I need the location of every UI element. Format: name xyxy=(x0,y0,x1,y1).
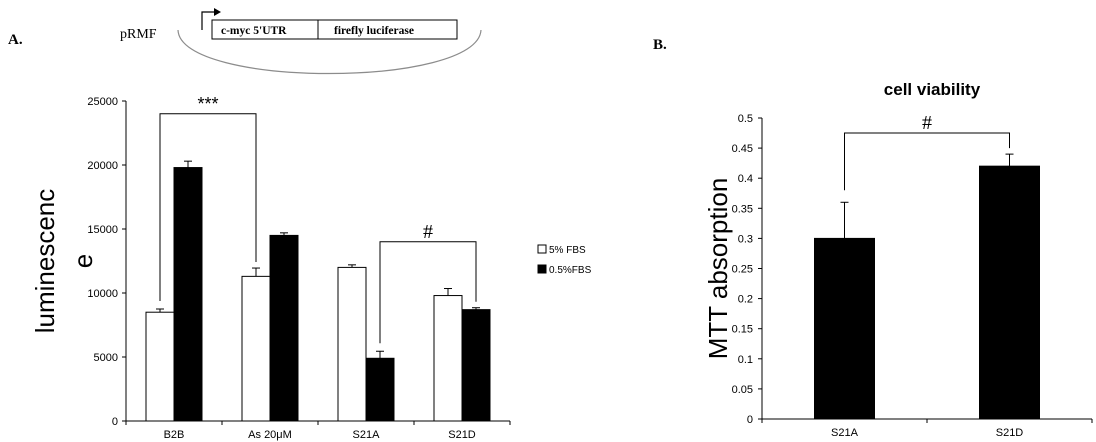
y-tick-label: 0.25 xyxy=(732,264,753,276)
y-tick-label: 0.15 xyxy=(732,324,753,336)
chart-title: cell viability xyxy=(884,80,981,99)
y-tick-label: 0.05 xyxy=(732,384,753,396)
y-tick-label: 0 xyxy=(747,414,753,426)
y-tick-label: 0.2 xyxy=(738,294,753,306)
y-tick-label: 0.5 xyxy=(738,113,753,125)
cell-viability-chart: cell viability 0 0.05 0.1 0.15 0.2 0.25 0.3 0.35… xyxy=(703,80,1093,439)
bar xyxy=(979,165,1040,420)
plasmid-insert-box xyxy=(211,19,458,40)
promoter-arrow xyxy=(201,11,214,30)
y-axis-label: luminescenc e xyxy=(30,189,98,334)
y-tick-label: 25000 xyxy=(87,96,118,108)
bar xyxy=(241,275,271,422)
x-tick-label: S21D xyxy=(448,429,476,441)
x-tick-label: S21D xyxy=(996,427,1024,439)
x-tick-label: S21A xyxy=(353,429,381,441)
legend-swatch xyxy=(537,264,547,274)
x-tick-label: As 20μM xyxy=(248,429,292,441)
legend-label: 5% FBS xyxy=(549,245,586,256)
x-tick-label: B2B xyxy=(164,429,185,441)
y-tick-label: 0.35 xyxy=(732,203,753,215)
y-tick-label: 0.3 xyxy=(738,233,753,245)
legend-label: 0.5%FBS xyxy=(549,265,592,276)
bar xyxy=(173,167,203,422)
y-tick-label: 0.4 xyxy=(738,173,753,185)
bar xyxy=(433,295,463,422)
significance-label: # xyxy=(922,112,932,134)
y-tick-label: 0.1 xyxy=(738,354,753,366)
significance-bracket xyxy=(844,132,1010,191)
plasmid-segment-utr: c-myc 5'UTR xyxy=(221,25,287,37)
bar xyxy=(269,234,299,422)
significance-label: # xyxy=(423,221,433,243)
y-tick-label: 5000 xyxy=(94,352,118,364)
y-tick-label: 0 xyxy=(112,416,118,428)
y-tick-label: 15000 xyxy=(87,224,118,236)
bar xyxy=(145,311,175,422)
panel-b-letter: B. xyxy=(653,37,667,53)
bar xyxy=(814,237,875,420)
plasmid-segment-luciferase: firefly luciferase xyxy=(334,25,414,37)
luminescence-chart: 0 5000 10000 15000 20000 25000 B2B As 20μM S21A S… xyxy=(30,94,592,441)
panel-a-letter: A. xyxy=(8,32,23,48)
significance-bracket xyxy=(379,241,477,344)
bar xyxy=(365,357,395,422)
plasmid-diagram: pRMF c-myc 5'UTR firefly luciferase xyxy=(120,8,482,75)
y-tick-label: 10000 xyxy=(87,288,118,300)
bar xyxy=(337,266,367,422)
y-axis-label: MTT absorption xyxy=(703,178,733,360)
promoter-arrowhead xyxy=(214,8,221,16)
x-tick-label: S21A xyxy=(831,427,859,439)
y-tick-label: 0.45 xyxy=(732,143,753,155)
plasmid-backbone xyxy=(177,29,482,75)
y-tick-label: 20000 xyxy=(87,160,118,172)
legend-swatch xyxy=(537,244,547,254)
bar xyxy=(461,309,491,422)
significance-bracket xyxy=(159,113,257,301)
plasmid-name: pRMF xyxy=(120,27,157,42)
significance-label: *** xyxy=(197,94,218,114)
